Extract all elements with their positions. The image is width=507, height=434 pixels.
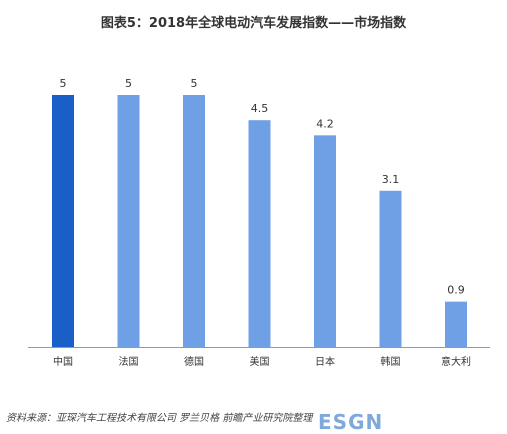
value-label-1: 5 [125,77,132,90]
category-label-0: 中国 [53,355,73,368]
category-label-3: 美国 [250,355,270,368]
value-label-3: 4.5 [251,102,269,115]
value-label-0: 5 [60,77,67,90]
category-label-6: 意大利 [441,355,471,368]
value-label-5: 3.1 [382,173,400,186]
bar-1 [117,95,140,347]
bar-2 [183,95,205,347]
value-label-4: 4.2 [316,117,334,130]
category-label-5: 韩国 [381,355,401,368]
category-label-4: 日本 [315,355,335,368]
category-label-1: 法国 [119,355,139,368]
value-label-2: 5 [191,77,198,90]
bar-4 [314,135,336,347]
bar-3 [248,120,271,347]
bar-5 [379,190,402,347]
value-label-6: 0.9 [447,284,465,297]
source-note: 资料来源：亚琛汽车工程技术有限公司 罗兰贝格 前瞻产业研究院整理 [6,413,313,424]
watermark-esgn: ESGN [318,410,384,434]
category-label-2: 德国 [184,355,204,368]
chart-title: 图表5：2018年全球电动汽车发展指数——市场指数 [100,16,407,31]
bar-6 [445,301,467,347]
bar-0 [52,95,74,347]
